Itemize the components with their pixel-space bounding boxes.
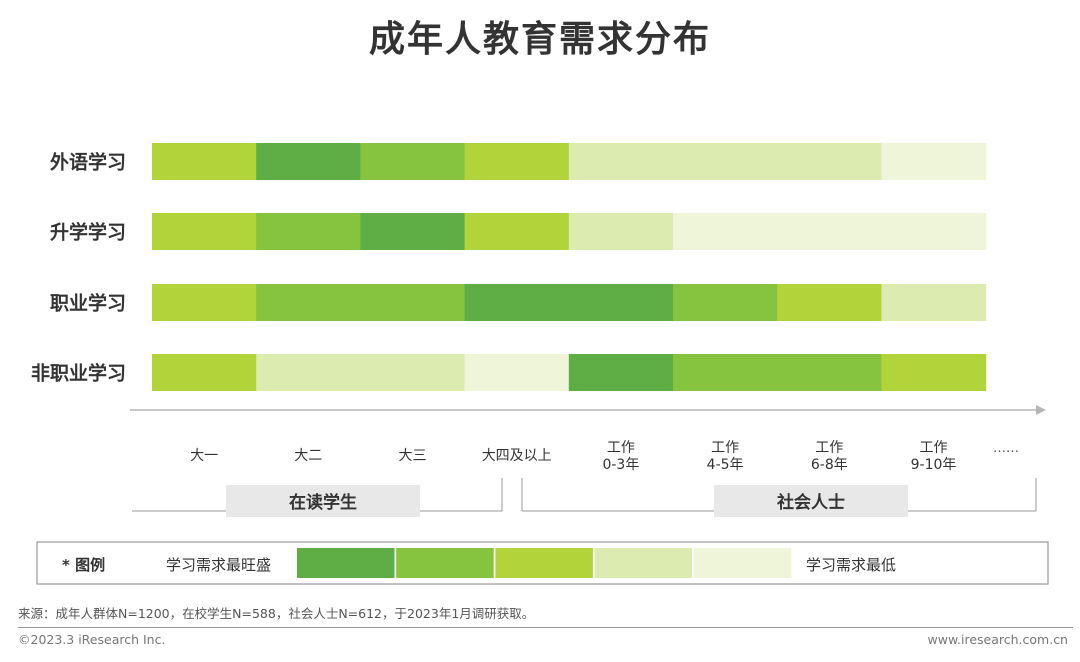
copyright: ©2023.3 iResearch Inc.: [18, 632, 166, 647]
column-label: 工作 9-10年: [911, 440, 957, 473]
heatmap-cell: [360, 213, 466, 250]
column-label: 大一: [190, 448, 218, 464]
group-label-box: [226, 485, 420, 517]
heatmap-cell: [673, 143, 778, 180]
heatmap-cell: [568, 143, 674, 180]
heatmap-cell: [777, 284, 882, 321]
group-label: 在读学生: [289, 492, 357, 513]
heatmap-cell: [673, 284, 778, 321]
heatmap-cell: [881, 213, 987, 250]
heatmap-cell: [152, 354, 257, 391]
heatmap-cell: [152, 143, 257, 180]
heatmap-cell: [881, 284, 987, 321]
heatmap-cell: [256, 354, 361, 391]
legend-low-label: 学习需求最低: [806, 556, 896, 574]
column-label: 工作 0-3年: [602, 440, 639, 473]
legend-high-label: 学习需求最旺盛: [166, 556, 271, 574]
column-label: 大四及以上: [482, 448, 552, 464]
column-label: 工作 4-5年: [707, 440, 744, 473]
heatmap-cell: [881, 143, 987, 180]
heatmap-cell: [568, 213, 674, 250]
group-bracket: [522, 478, 1037, 512]
legend-title: * 图例: [62, 556, 105, 574]
footer-divider: [18, 627, 1073, 628]
axis-ellipsis: ……: [993, 441, 1019, 456]
heatmap-cell: [673, 354, 778, 391]
row-label: 职业学习: [50, 292, 126, 315]
column-label: 工作 6-8年: [811, 440, 848, 473]
heatmap-cell: [464, 143, 570, 180]
heatmap-cell: [568, 284, 674, 321]
legend-swatch: [693, 548, 792, 578]
heatmap-cell: [568, 354, 674, 391]
legend-swatch: [297, 548, 395, 578]
row-label: 升学学习: [50, 221, 126, 244]
row-label: 非职业学习: [31, 362, 126, 385]
heatmap-cell: [256, 143, 361, 180]
legend-swatch: [495, 548, 593, 578]
legend-swatch: [396, 548, 494, 578]
heatmap-cell: [256, 284, 361, 321]
source-note: 来源：成年人群体N=1200，在校学生N=588，社会人士N=612，于2023…: [18, 606, 535, 621]
group-label: 社会人士: [776, 492, 845, 513]
heatmap-cell: [152, 284, 257, 321]
heatmap-cell: [881, 354, 987, 391]
row-label: 外语学习: [50, 151, 126, 174]
column-label: 大三: [399, 448, 427, 464]
heatmap-cell: [464, 284, 570, 321]
heatmap-cell: [360, 143, 466, 180]
heatmap-cell: [360, 284, 466, 321]
heatmap-cell: [673, 213, 778, 250]
heatmap-cell: [360, 354, 466, 391]
group-label-box: [714, 485, 908, 517]
website: www.iresearch.com.cn: [927, 632, 1069, 647]
x-axis-arrow-icon: [1036, 405, 1046, 415]
heatmap-cell: [777, 143, 882, 180]
chart-title: 成年人教育需求分布: [368, 19, 711, 60]
column-label: 大二: [294, 448, 322, 464]
legend-swatch: [594, 548, 693, 578]
heatmap-cell: [464, 213, 570, 250]
heatmap-cell: [152, 213, 257, 250]
heatmap-cell: [777, 354, 882, 391]
heatmap-cell: [256, 213, 361, 250]
heatmap-cell: [464, 354, 570, 391]
heatmap-cell: [777, 213, 882, 250]
